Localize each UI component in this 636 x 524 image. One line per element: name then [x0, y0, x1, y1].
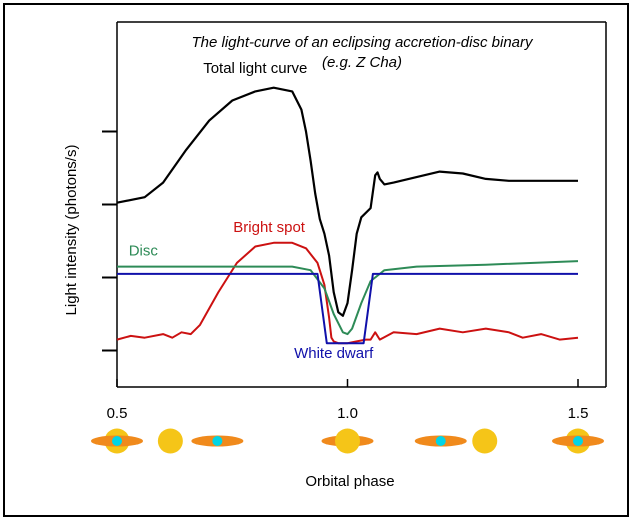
x-tick-label-1: 1.0	[337, 405, 358, 422]
series-total-light-curve-line	[116, 86, 578, 317]
phase-diagram-1	[157, 428, 244, 454]
phase-diagram-2	[321, 428, 374, 454]
plot-area	[116, 21, 607, 388]
x-tick-label-2: 1.5	[568, 405, 589, 422]
label-disc: Disc	[129, 243, 159, 260]
white-dwarf-dot	[573, 436, 583, 446]
phase-diagram-4	[552, 428, 604, 454]
donor-star	[157, 428, 183, 454]
x-tick-label-0: 0.5	[107, 405, 128, 422]
white-dwarf-dot	[435, 436, 446, 446]
white-dwarf-dot	[212, 436, 223, 446]
series-disc-line	[117, 260, 579, 336]
x-axis-label: Orbital phase	[305, 473, 394, 490]
chart-title: The light-curve of an eclipsing accretio…	[192, 34, 534, 51]
phase-diagrams	[91, 428, 604, 454]
donor-star	[335, 428, 360, 454]
label-total-light-curve: Total light curve	[203, 60, 307, 77]
phase-diagram-0	[91, 428, 143, 454]
series-layer	[116, 86, 579, 345]
x-axis-ticks: 0.5 1.0 1.5	[107, 379, 589, 422]
white-dwarf-dot	[112, 436, 122, 446]
label-bright-spot: Bright spot	[233, 219, 306, 236]
series-bright-spot-line	[116, 241, 579, 345]
chart-subtitle: (e.g. Z Cha)	[322, 54, 402, 71]
annotation-layer: Total light curve Bright spot Disc White dw…	[129, 60, 374, 362]
phase-diagram-3	[414, 428, 498, 454]
label-white-dwarf: White dwarf	[294, 345, 374, 362]
y-axis-ticks	[102, 130, 117, 352]
y-axis-label: Light intensity (photons/s)	[63, 145, 80, 316]
series-white-dwarf-line	[117, 272, 578, 345]
donor-star	[472, 428, 498, 454]
